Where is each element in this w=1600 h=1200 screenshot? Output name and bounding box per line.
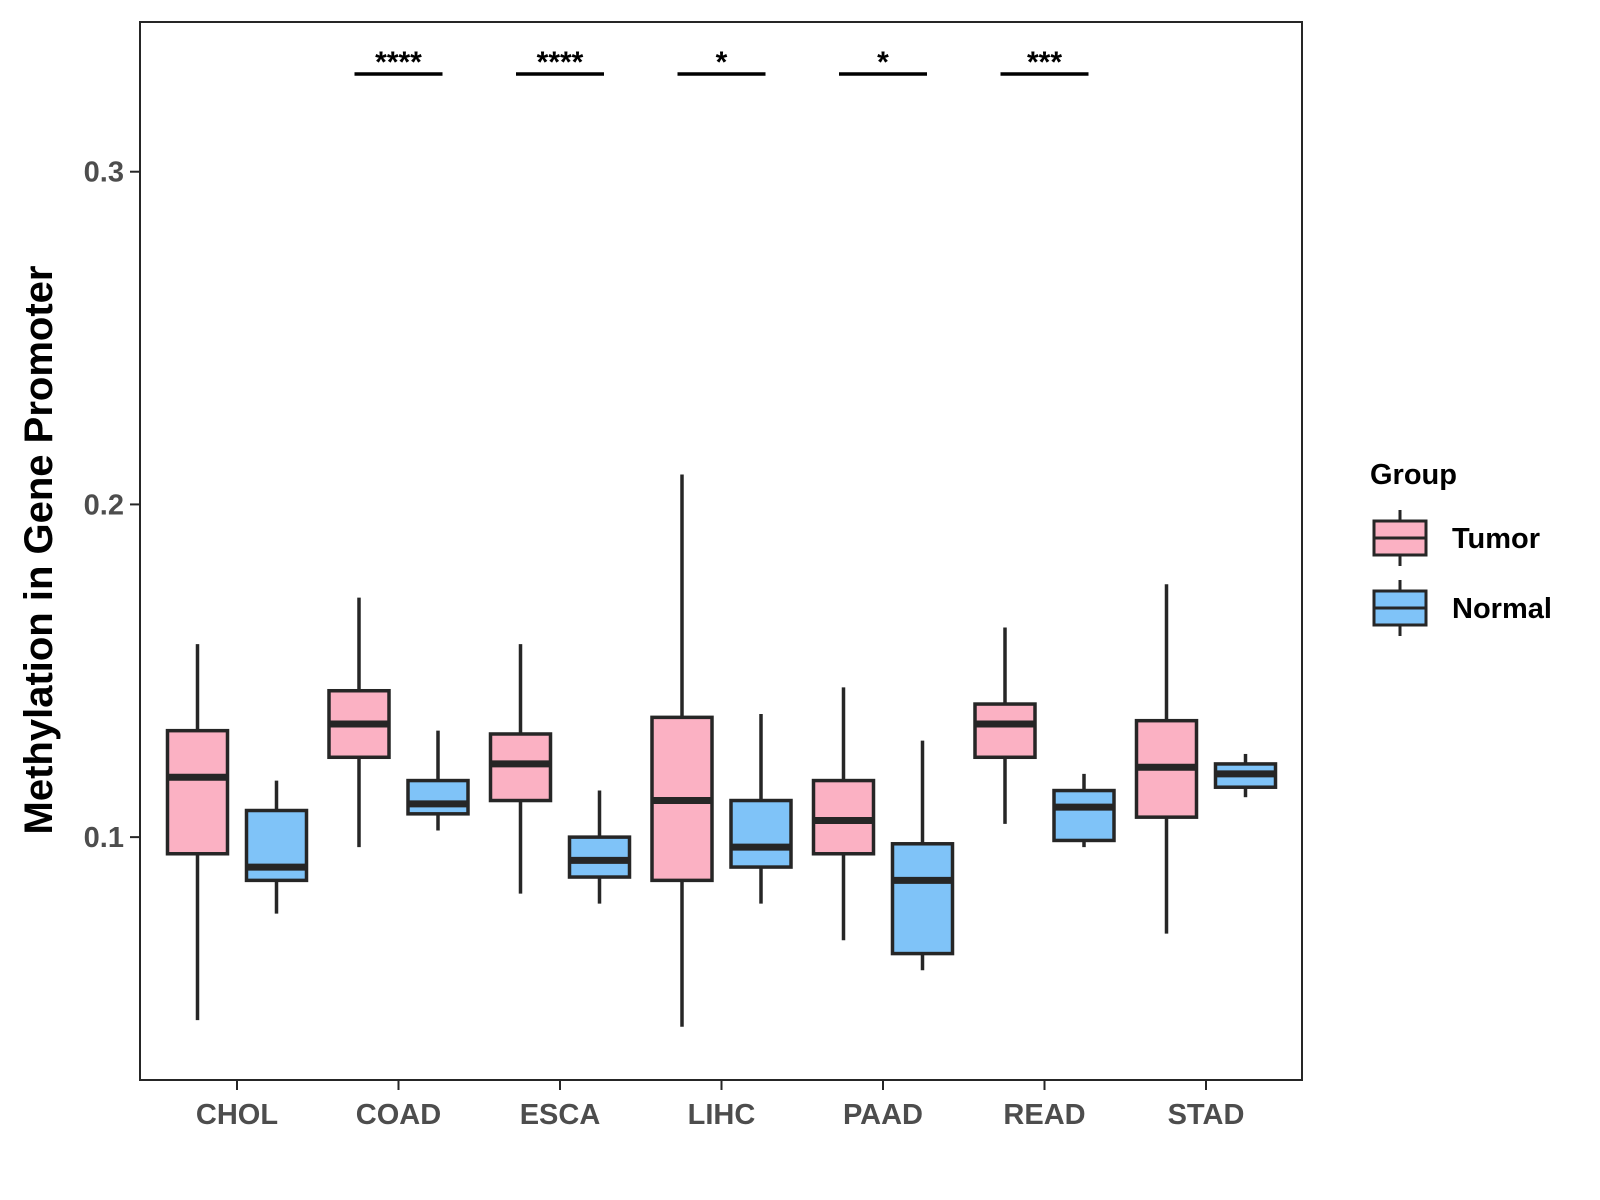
x-tick-label-coad: COAD <box>356 1099 441 1131</box>
box-tumor-chol <box>165 728 230 856</box>
plot-panel-border <box>139 21 1303 1081</box>
x-tick-label-read: READ <box>1003 1099 1085 1131</box>
legend-title: Group <box>1370 459 1457 491</box>
y-axis-label: Methylation in Gene Promoter <box>17 266 61 835</box>
significance-annotations: **** **** * * *** <box>354 46 1089 79</box>
x-tick-label-esca: ESCA <box>520 1099 601 1131</box>
x-tick-label-paad: PAAD <box>843 1099 923 1131</box>
box-normal-paad <box>890 842 955 956</box>
box-normal-read <box>1052 788 1116 843</box>
legend: Group Tumor Normal <box>1370 459 1552 636</box>
box-normal-coad <box>406 778 470 816</box>
significance-label-lihc: * <box>716 46 728 79</box>
boxes-layer <box>165 474 1278 1027</box>
y-tick-label: 0.1 <box>84 822 124 854</box>
significance-label-esca: **** <box>537 46 584 79</box>
x-tick-label-chol: CHOL <box>196 1099 278 1131</box>
x-axis: CHOL COAD ESCA LIHC PAAD READ STAD <box>196 1080 1244 1131</box>
significance-label-paad: * <box>877 46 889 79</box>
box-normal-lihc <box>729 798 793 869</box>
legend-label-normal: Normal <box>1452 593 1552 625</box>
significance-label-read: *** <box>1027 46 1062 79</box>
box-tumor-read <box>973 702 1037 760</box>
x-tick-label-lihc: LIHC <box>688 1099 756 1131</box>
x-tick-label-stad: STAD <box>1168 1099 1245 1131</box>
significance-label-coad: **** <box>375 46 422 79</box>
y-tick-label: 0.3 <box>84 157 124 189</box>
y-tick-label: 0.2 <box>84 489 124 521</box>
legend-label-tumor: Tumor <box>1452 523 1540 555</box>
y-axis: 0.1 0.2 0.3 <box>84 157 140 854</box>
